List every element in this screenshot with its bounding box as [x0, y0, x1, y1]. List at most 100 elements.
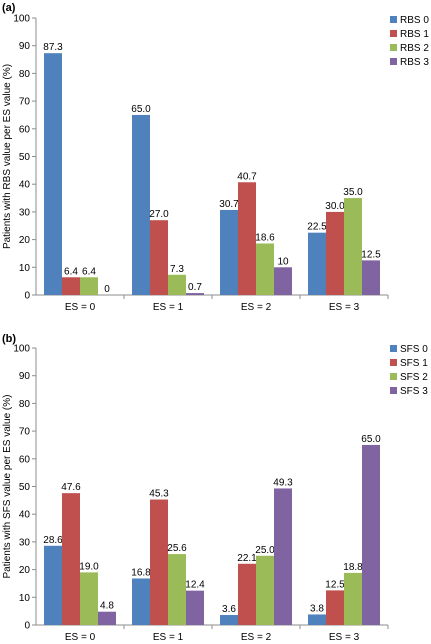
- legend-label: RBS 3: [400, 57, 429, 68]
- y-tick-label: 0: [24, 291, 30, 302]
- chart-panel-1: (b) 0 10 20 30 40 50 60 70 80 90 100 Patients with S…: [2, 333, 428, 643]
- legend-swatch: [390, 387, 397, 394]
- y-axis-title: Patients with RBS value per ES value (%): [2, 64, 13, 249]
- bar-rbs-1-0: [62, 277, 80, 295]
- bar-rbs-3-1: [186, 293, 204, 295]
- bar-sfs-3-3: [362, 444, 380, 625]
- legend-swatch: [390, 345, 397, 352]
- y-tick-label: 20: [19, 235, 31, 246]
- y-tick-label: 0: [24, 621, 30, 632]
- data-label: 65.0: [131, 104, 151, 115]
- x-tick-label: ES = 1: [153, 302, 184, 313]
- data-label: 22.5: [307, 222, 327, 233]
- data-label: 12.5: [361, 249, 381, 260]
- x-tick-label: ES = 3: [329, 302, 360, 313]
- legend-label: SFS 2: [400, 372, 428, 383]
- y-tick-label: 30: [19, 207, 31, 218]
- y-axis-title: Patients with SFS value per ES value (%): [2, 395, 13, 579]
- x-tick-label: ES = 0: [65, 632, 96, 643]
- bar-sfs-1-0: [62, 493, 80, 625]
- bar-rbs-3-2: [274, 267, 292, 295]
- data-label: 49.3: [273, 477, 293, 488]
- y-tick-label: 90: [19, 371, 31, 382]
- y-tick-label: 50: [19, 152, 31, 163]
- legend-label: RBS 0: [400, 15, 429, 26]
- legend-label: SFS 3: [400, 386, 428, 397]
- x-tick-label: ES = 1: [153, 632, 184, 643]
- data-label: 65.0: [361, 434, 381, 445]
- y-tick-label: 10: [19, 263, 31, 274]
- legend: SFS 0 SFS 1 SFS 2 SFS 3: [390, 344, 428, 397]
- y-tick-label: 90: [19, 41, 31, 52]
- y-tick-label: 80: [19, 69, 31, 80]
- data-label: 30.7: [219, 199, 239, 210]
- y-tick-label: 40: [19, 510, 31, 521]
- y-tick-label: 40: [19, 180, 31, 191]
- data-label: 27.0: [149, 209, 169, 220]
- data-label: 47.6: [61, 482, 81, 493]
- data-label: 3.6: [222, 604, 236, 615]
- y-tick-label: 100: [13, 14, 30, 25]
- data-label: 7.3: [170, 264, 184, 275]
- bar-sfs-0-2: [220, 615, 238, 625]
- bar-sfs-0-1: [132, 578, 150, 625]
- bar-sfs-1-3: [326, 590, 344, 625]
- bar-sfs-1-2: [238, 563, 256, 625]
- legend-swatch: [390, 44, 397, 51]
- bar-sfs-2-2: [256, 555, 274, 625]
- y-tick-label: 30: [19, 537, 31, 548]
- data-label: 4.8: [100, 601, 114, 612]
- panel-label: (b): [2, 333, 16, 345]
- data-label: 35.0: [343, 187, 363, 198]
- bar-sfs-2-1: [168, 554, 186, 625]
- y-tick-label: 70: [19, 427, 31, 438]
- bar-sfs-2-0: [80, 572, 98, 625]
- y-tick-label: 50: [19, 482, 31, 493]
- bar-rbs-0-1: [132, 114, 150, 295]
- data-label: 25.0: [255, 545, 275, 556]
- data-label: 30.0: [325, 201, 345, 212]
- y-tick-label: 60: [19, 124, 31, 135]
- bar-rbs-3-3: [362, 260, 380, 295]
- y-tick-label: 10: [19, 593, 31, 604]
- bar-rbs-1-3: [326, 211, 344, 295]
- legend-label: RBS 2: [400, 43, 429, 54]
- bar-rbs-2-3: [344, 198, 362, 295]
- data-label: 28.6: [43, 535, 63, 546]
- bar-sfs-3-0: [98, 611, 116, 625]
- legend-swatch: [390, 30, 397, 37]
- data-label: 6.4: [82, 266, 96, 277]
- data-label: 10: [277, 256, 289, 267]
- x-tick-label: ES = 3: [329, 632, 360, 643]
- bar-rbs-1-2: [238, 182, 256, 295]
- legend: RBS 0 RBS 1 RBS 2 RBS 3: [390, 15, 429, 68]
- data-label: 19.0: [79, 561, 99, 572]
- data-label: 12.5: [325, 579, 345, 590]
- bar-rbs-0-2: [220, 209, 238, 295]
- bar-rbs-0-3: [308, 232, 326, 295]
- bar-rbs-2-0: [80, 277, 98, 295]
- data-label: 0: [104, 284, 110, 295]
- bar-sfs-1-1: [150, 499, 168, 625]
- data-label: 0.7: [188, 282, 202, 293]
- data-label: 18.6: [255, 232, 275, 243]
- data-label: 16.8: [131, 567, 151, 578]
- data-label: 87.3: [43, 42, 63, 53]
- legend-label: SFS 1: [400, 358, 428, 369]
- panel-label: (a): [2, 2, 16, 14]
- data-label: 6.4: [64, 266, 78, 277]
- x-tick-label: ES = 2: [241, 302, 272, 313]
- y-tick-label: 80: [19, 399, 31, 410]
- legend-swatch: [390, 58, 397, 65]
- bar-sfs-3-2: [274, 488, 292, 625]
- legend-label: RBS 1: [400, 29, 429, 40]
- bar-sfs-0-3: [308, 614, 326, 625]
- legend-label: SFS 0: [400, 344, 428, 355]
- bar-rbs-2-1: [168, 274, 186, 295]
- y-tick-label: 100: [13, 344, 30, 355]
- legend-swatch: [390, 373, 397, 380]
- legend-swatch: [390, 359, 397, 366]
- y-tick-label: 20: [19, 565, 31, 576]
